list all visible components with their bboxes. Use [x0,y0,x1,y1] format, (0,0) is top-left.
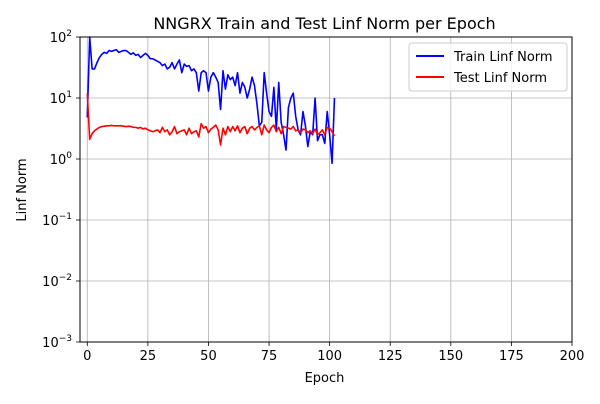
y-tick-label: 10−1 [42,212,72,229]
series-line-test [86,93,336,146]
x-tick-label: 175 [499,349,524,364]
chart-title: NNGRX Train and Test Linf Norm per Epoch [153,14,495,33]
x-tick-label: 0 [83,349,91,364]
x-tick-label: 50 [200,349,217,364]
y-tick-label: 102 [50,29,72,46]
y-axis-label: Linf Norm [15,158,30,221]
legend-label-train: Train Linf Norm [453,50,553,65]
y-tick-label: 101 [50,90,72,107]
y-tick-label: 10−2 [42,273,72,290]
x-tick-label: 150 [438,349,463,364]
x-tick-label: 125 [378,349,403,364]
plot-frame [79,36,573,343]
legend-label-test: Test Linf Norm [453,71,547,86]
y-tick-label: 10−3 [42,334,72,351]
legend: Train Linf Norm Test Linf Norm [408,42,568,92]
series-line-train [86,36,336,165]
y-axis-ticks: 10−3 10−2 10−1 100 101 102 [42,29,80,351]
x-axis-ticks: 0 25 50 75 100 125 150 175 200 [83,342,584,364]
x-tick-label: 100 [317,349,342,364]
x-tick-label: 200 [560,349,585,364]
legend-box [408,42,568,92]
x-tick-label: 25 [140,349,157,364]
x-axis-label: Epoch [305,371,345,386]
y-tick-label: 100 [50,151,73,168]
x-tick-label: 75 [261,349,278,364]
series-lines [86,36,336,165]
